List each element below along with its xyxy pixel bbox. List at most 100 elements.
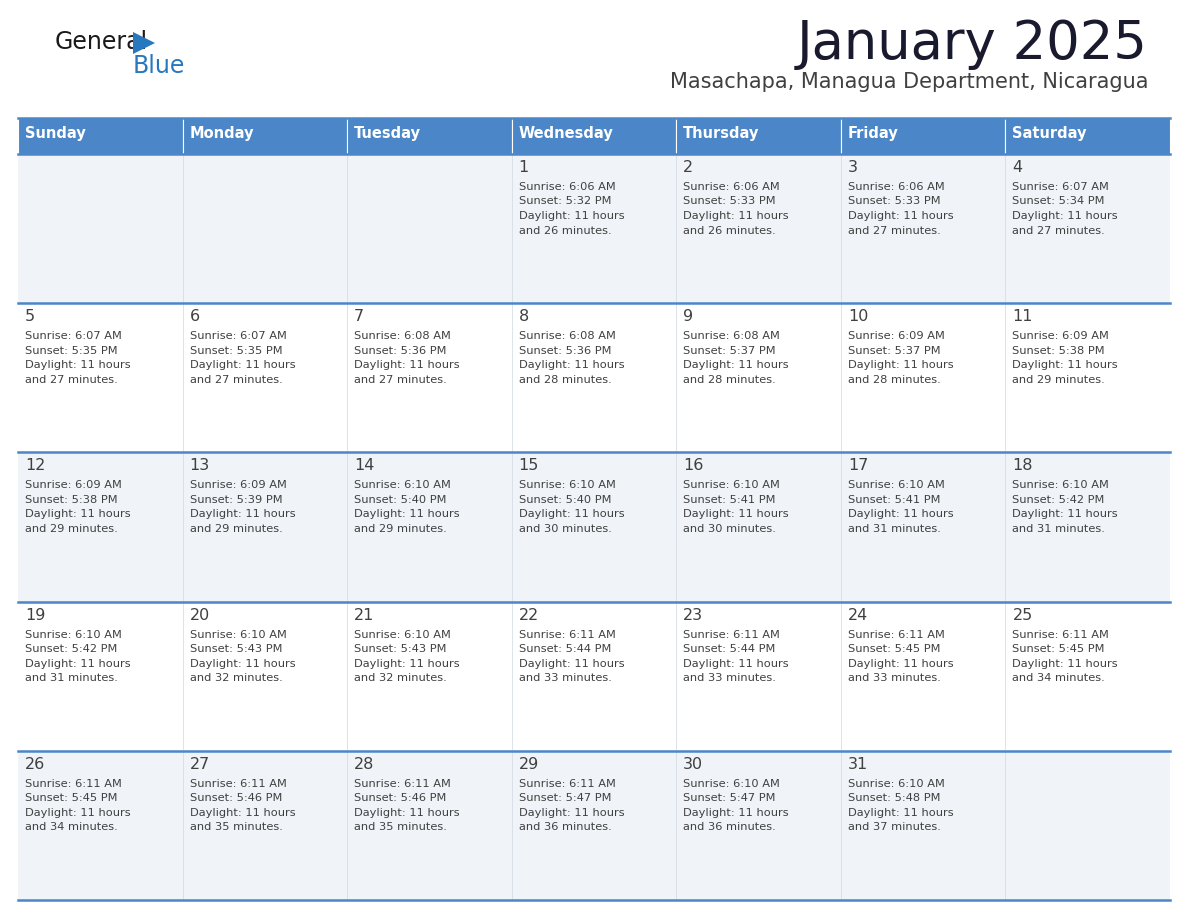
Text: Daylight: 11 hours: Daylight: 11 hours xyxy=(354,658,460,668)
Text: Sunset: 5:48 PM: Sunset: 5:48 PM xyxy=(848,793,941,803)
Text: 4: 4 xyxy=(1012,160,1023,175)
Text: Daylight: 11 hours: Daylight: 11 hours xyxy=(848,360,954,370)
Text: Sunrise: 6:10 AM: Sunrise: 6:10 AM xyxy=(1012,480,1110,490)
Text: Sunrise: 6:07 AM: Sunrise: 6:07 AM xyxy=(1012,182,1110,192)
Text: Sunset: 5:39 PM: Sunset: 5:39 PM xyxy=(190,495,283,505)
Text: and 32 minutes.: and 32 minutes. xyxy=(190,673,283,683)
Text: Blue: Blue xyxy=(133,54,185,78)
Text: 26: 26 xyxy=(25,756,45,772)
Text: Sunrise: 6:09 AM: Sunrise: 6:09 AM xyxy=(25,480,122,490)
Text: Sunrise: 6:08 AM: Sunrise: 6:08 AM xyxy=(683,331,781,341)
Text: Sunrise: 6:10 AM: Sunrise: 6:10 AM xyxy=(848,778,944,789)
Text: Sunrise: 6:06 AM: Sunrise: 6:06 AM xyxy=(848,182,944,192)
Text: Sunrise: 6:10 AM: Sunrise: 6:10 AM xyxy=(190,630,286,640)
Text: 27: 27 xyxy=(190,756,210,772)
Text: and 33 minutes.: and 33 minutes. xyxy=(519,673,612,683)
Text: and 27 minutes.: and 27 minutes. xyxy=(190,375,283,385)
Bar xyxy=(18,453,1170,601)
Text: Daylight: 11 hours: Daylight: 11 hours xyxy=(519,211,625,221)
Text: Sunset: 5:35 PM: Sunset: 5:35 PM xyxy=(190,346,283,355)
Text: 2: 2 xyxy=(683,160,694,175)
Text: and 27 minutes.: and 27 minutes. xyxy=(1012,226,1105,236)
Text: 11: 11 xyxy=(1012,309,1032,324)
Text: Daylight: 11 hours: Daylight: 11 hours xyxy=(25,658,131,668)
Text: Sunrise: 6:06 AM: Sunrise: 6:06 AM xyxy=(683,182,781,192)
Text: Sunset: 5:34 PM: Sunset: 5:34 PM xyxy=(1012,196,1105,207)
Text: and 26 minutes.: and 26 minutes. xyxy=(519,226,612,236)
Text: Saturday: Saturday xyxy=(1012,126,1087,141)
Text: and 37 minutes.: and 37 minutes. xyxy=(848,823,941,833)
Text: Monday: Monday xyxy=(190,126,254,141)
Text: Daylight: 11 hours: Daylight: 11 hours xyxy=(848,509,954,520)
Text: Sunset: 5:37 PM: Sunset: 5:37 PM xyxy=(848,346,941,355)
Text: and 33 minutes.: and 33 minutes. xyxy=(683,673,776,683)
Text: 8: 8 xyxy=(519,309,529,324)
Text: Sunset: 5:45 PM: Sunset: 5:45 PM xyxy=(848,644,941,655)
Text: and 29 minutes.: and 29 minutes. xyxy=(25,524,118,534)
Text: 18: 18 xyxy=(1012,458,1032,474)
Text: Sunrise: 6:11 AM: Sunrise: 6:11 AM xyxy=(519,778,615,789)
Text: Daylight: 11 hours: Daylight: 11 hours xyxy=(519,808,625,818)
Text: Sunset: 5:33 PM: Sunset: 5:33 PM xyxy=(683,196,776,207)
Text: 19: 19 xyxy=(25,608,45,622)
Text: Daylight: 11 hours: Daylight: 11 hours xyxy=(190,808,295,818)
Text: Sunset: 5:40 PM: Sunset: 5:40 PM xyxy=(354,495,447,505)
Text: 21: 21 xyxy=(354,608,374,622)
Text: Sunrise: 6:10 AM: Sunrise: 6:10 AM xyxy=(848,480,944,490)
Text: Sunset: 5:42 PM: Sunset: 5:42 PM xyxy=(1012,495,1105,505)
Text: Daylight: 11 hours: Daylight: 11 hours xyxy=(354,509,460,520)
Text: Daylight: 11 hours: Daylight: 11 hours xyxy=(190,509,295,520)
Text: Sunset: 5:41 PM: Sunset: 5:41 PM xyxy=(848,495,941,505)
Text: Sunset: 5:42 PM: Sunset: 5:42 PM xyxy=(25,644,118,655)
Text: Sunset: 5:35 PM: Sunset: 5:35 PM xyxy=(25,346,118,355)
Text: Masachapa, Managua Department, Nicaragua: Masachapa, Managua Department, Nicaragua xyxy=(670,72,1148,92)
Bar xyxy=(1005,118,1170,154)
Polygon shape xyxy=(133,32,154,54)
Text: 29: 29 xyxy=(519,756,539,772)
Bar xyxy=(183,118,347,154)
Text: Tuesday: Tuesday xyxy=(354,126,421,141)
Text: Sunset: 5:45 PM: Sunset: 5:45 PM xyxy=(1012,644,1105,655)
Text: 20: 20 xyxy=(190,608,210,622)
Text: Daylight: 11 hours: Daylight: 11 hours xyxy=(683,658,789,668)
Text: Sunset: 5:41 PM: Sunset: 5:41 PM xyxy=(683,495,776,505)
Text: 17: 17 xyxy=(848,458,868,474)
Text: Sunset: 5:43 PM: Sunset: 5:43 PM xyxy=(190,644,282,655)
Text: Sunset: 5:40 PM: Sunset: 5:40 PM xyxy=(519,495,611,505)
Text: and 29 minutes.: and 29 minutes. xyxy=(354,524,447,534)
Text: Sunrise: 6:06 AM: Sunrise: 6:06 AM xyxy=(519,182,615,192)
Text: 12: 12 xyxy=(25,458,45,474)
Text: and 33 minutes.: and 33 minutes. xyxy=(848,673,941,683)
Text: Daylight: 11 hours: Daylight: 11 hours xyxy=(25,808,131,818)
Text: Sunset: 5:46 PM: Sunset: 5:46 PM xyxy=(354,793,447,803)
Text: Sunset: 5:32 PM: Sunset: 5:32 PM xyxy=(519,196,611,207)
Text: 22: 22 xyxy=(519,608,539,622)
Text: Sunrise: 6:11 AM: Sunrise: 6:11 AM xyxy=(848,630,944,640)
Text: Daylight: 11 hours: Daylight: 11 hours xyxy=(354,808,460,818)
Text: Sunset: 5:47 PM: Sunset: 5:47 PM xyxy=(519,793,611,803)
Text: Sunrise: 6:11 AM: Sunrise: 6:11 AM xyxy=(683,630,781,640)
Text: General: General xyxy=(55,30,148,54)
Text: Sunset: 5:44 PM: Sunset: 5:44 PM xyxy=(683,644,776,655)
Text: 15: 15 xyxy=(519,458,539,474)
Text: Sunrise: 6:07 AM: Sunrise: 6:07 AM xyxy=(25,331,122,341)
Text: Sunrise: 6:10 AM: Sunrise: 6:10 AM xyxy=(519,480,615,490)
Text: Sunday: Sunday xyxy=(25,126,86,141)
Text: 30: 30 xyxy=(683,756,703,772)
Text: Daylight: 11 hours: Daylight: 11 hours xyxy=(848,211,954,221)
Text: and 31 minutes.: and 31 minutes. xyxy=(1012,524,1105,534)
Text: Sunset: 5:47 PM: Sunset: 5:47 PM xyxy=(683,793,776,803)
Text: Sunrise: 6:09 AM: Sunrise: 6:09 AM xyxy=(848,331,944,341)
Text: 3: 3 xyxy=(848,160,858,175)
Text: 31: 31 xyxy=(848,756,868,772)
Text: Sunrise: 6:11 AM: Sunrise: 6:11 AM xyxy=(190,778,286,789)
Text: Sunset: 5:45 PM: Sunset: 5:45 PM xyxy=(25,793,118,803)
Text: Sunset: 5:43 PM: Sunset: 5:43 PM xyxy=(354,644,447,655)
Text: Sunrise: 6:07 AM: Sunrise: 6:07 AM xyxy=(190,331,286,341)
Text: Daylight: 11 hours: Daylight: 11 hours xyxy=(683,211,789,221)
Text: Friday: Friday xyxy=(848,126,898,141)
Text: Sunset: 5:36 PM: Sunset: 5:36 PM xyxy=(519,346,611,355)
Text: 1: 1 xyxy=(519,160,529,175)
Text: and 34 minutes.: and 34 minutes. xyxy=(1012,673,1105,683)
Text: 24: 24 xyxy=(848,608,868,622)
